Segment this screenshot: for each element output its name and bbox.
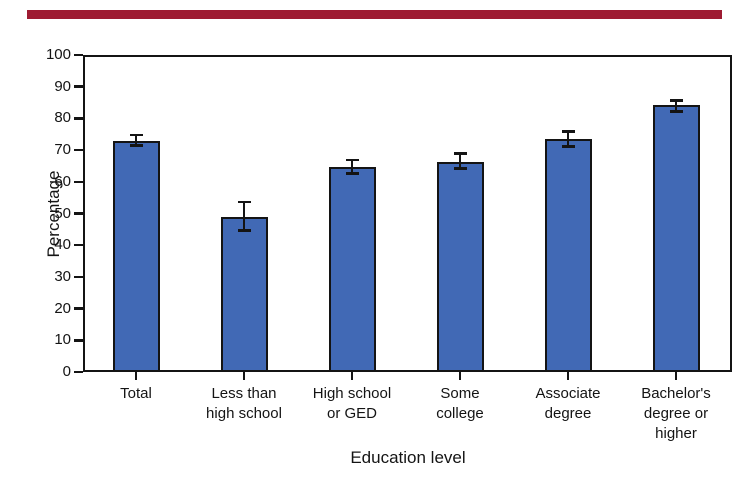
error-bar-cap xyxy=(129,133,143,137)
x-category-label: Total xyxy=(120,385,152,402)
y-axis-tick-label: 10 xyxy=(54,331,71,349)
y-axis-tick-label: 60 xyxy=(54,172,71,190)
error-bar-cap xyxy=(237,200,251,204)
error-bar-cap xyxy=(453,152,467,155)
y-axis-tick xyxy=(74,53,83,57)
y-axis-tick xyxy=(74,212,83,215)
y-axis-title: Percentage xyxy=(44,170,63,258)
y-axis-tick-label: 80 xyxy=(54,109,71,127)
x-axis-tick xyxy=(350,372,354,380)
error-bar-cap xyxy=(237,229,251,232)
error-bar-cap xyxy=(345,158,359,162)
top-rule xyxy=(27,10,722,19)
x-category-label: Less than high school xyxy=(206,385,282,422)
x-category-label: Bachelor's degree or higher xyxy=(641,385,711,442)
y-axis-tick-label: 0 xyxy=(62,363,71,380)
x-axis-title: Education level xyxy=(350,448,466,467)
error-bar-cap xyxy=(561,145,575,148)
error-bar-cap xyxy=(669,99,683,102)
error-bar-line xyxy=(350,160,354,174)
x-category-label: Associate degree xyxy=(535,385,601,422)
y-axis-tick xyxy=(74,180,83,184)
error-bar-cap xyxy=(129,144,143,147)
error-bar-line xyxy=(674,100,678,112)
y-axis-tick xyxy=(74,307,83,310)
y-axis-tick-label: 100 xyxy=(45,46,71,63)
error-bar-cap xyxy=(561,130,575,133)
y-axis-tick-label: 90 xyxy=(54,77,71,95)
y-axis-tick-label: 70 xyxy=(54,141,71,159)
x-axis-tick xyxy=(458,372,462,380)
x-category-label: Some college xyxy=(436,385,484,422)
x-category-label: High school or GED xyxy=(312,385,392,422)
bar xyxy=(436,161,484,372)
x-axis-tick xyxy=(242,372,246,380)
error-bar-cap xyxy=(669,110,683,113)
y-axis-tick-label: 50 xyxy=(54,204,71,222)
y-axis-tick xyxy=(74,148,83,152)
bar xyxy=(112,140,160,372)
bar xyxy=(652,105,700,372)
y-axis-tick xyxy=(74,85,83,88)
x-axis-tick xyxy=(566,372,570,380)
x-axis-tick xyxy=(134,372,138,380)
error-bar-line xyxy=(242,201,246,231)
y-axis-tick xyxy=(74,275,83,279)
y-axis-tick xyxy=(74,339,83,342)
error-bar-line xyxy=(566,131,570,147)
y-axis-tick xyxy=(74,370,83,374)
y-axis-tick-label: 20 xyxy=(54,299,71,317)
error-bar-cap xyxy=(345,172,359,175)
y-axis-tick-label: 30 xyxy=(54,267,71,285)
bar xyxy=(220,216,268,372)
y-axis-tick xyxy=(74,243,83,247)
plot-area xyxy=(83,55,732,372)
bar xyxy=(328,166,376,372)
x-axis-tick xyxy=(674,372,678,380)
y-axis-tick xyxy=(74,117,83,120)
error-bar-line xyxy=(458,153,462,169)
error-bar-cap xyxy=(453,167,467,170)
bar xyxy=(544,138,592,372)
error-bar-line xyxy=(134,134,138,146)
y-axis-tick-label: 40 xyxy=(54,236,71,254)
